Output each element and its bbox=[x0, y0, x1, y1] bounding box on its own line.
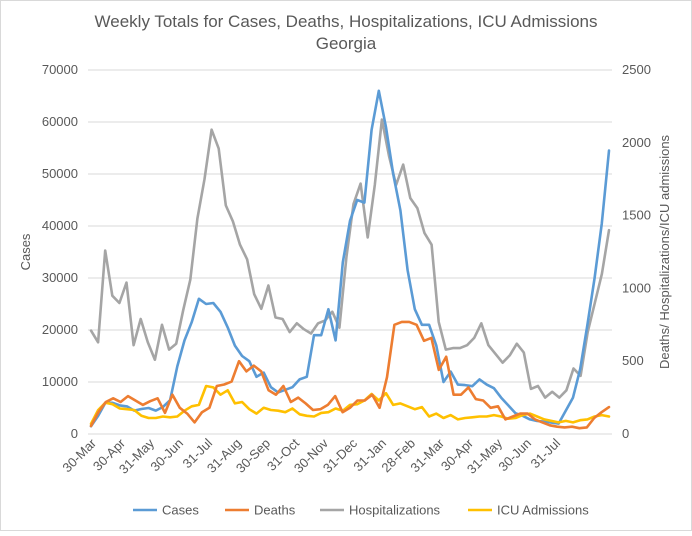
legend-label: ICU Admissions bbox=[497, 503, 589, 518]
chart-title: Weekly Totals for Cases, Deaths, Hospita… bbox=[95, 12, 598, 31]
series-line-icu-admissions bbox=[89, 384, 611, 426]
y-tick-label: 50000 bbox=[42, 166, 78, 181]
right-axis-ticks: 0 500 1000 1500 2000 2500 bbox=[622, 62, 651, 441]
y2-tick-label: 500 bbox=[622, 353, 644, 368]
y-tick-label: 0 bbox=[71, 426, 78, 441]
y-tick-label: 60000 bbox=[42, 114, 78, 129]
y2-tick-label: 0 bbox=[622, 426, 629, 441]
legend-label: Deaths bbox=[254, 503, 296, 518]
y-tick-label: 40000 bbox=[42, 218, 78, 233]
y-tick-label: 70000 bbox=[42, 62, 78, 77]
y-tick-label: 10000 bbox=[42, 374, 78, 389]
y-tick-label: 20000 bbox=[42, 322, 78, 337]
y-tick-label: 30000 bbox=[42, 270, 78, 285]
legend-label: Hospitalizations bbox=[349, 503, 441, 518]
y2-tick-label: 2500 bbox=[622, 62, 651, 77]
y2-axis-title: Deaths/ Hospitalizations/ICU admissions bbox=[657, 134, 672, 369]
chart-subtitle: Georgia bbox=[316, 34, 377, 53]
series-line-hospitalizations bbox=[89, 118, 611, 399]
y2-tick-label: 1500 bbox=[622, 208, 651, 223]
y2-tick-label: 2000 bbox=[622, 135, 651, 150]
legend-label: Cases bbox=[162, 503, 199, 518]
chart-legend: Cases Deaths Hospitalizations ICU Admission… bbox=[133, 503, 589, 518]
series-line-deaths bbox=[89, 320, 611, 430]
series-lines bbox=[89, 89, 611, 430]
left-axis-ticks: 0 10000 20000 30000 40000 50000 60000 70000 bbox=[42, 62, 78, 441]
y2-tick-label: 1000 bbox=[622, 280, 651, 295]
y-axis-title: Cases bbox=[18, 233, 33, 270]
